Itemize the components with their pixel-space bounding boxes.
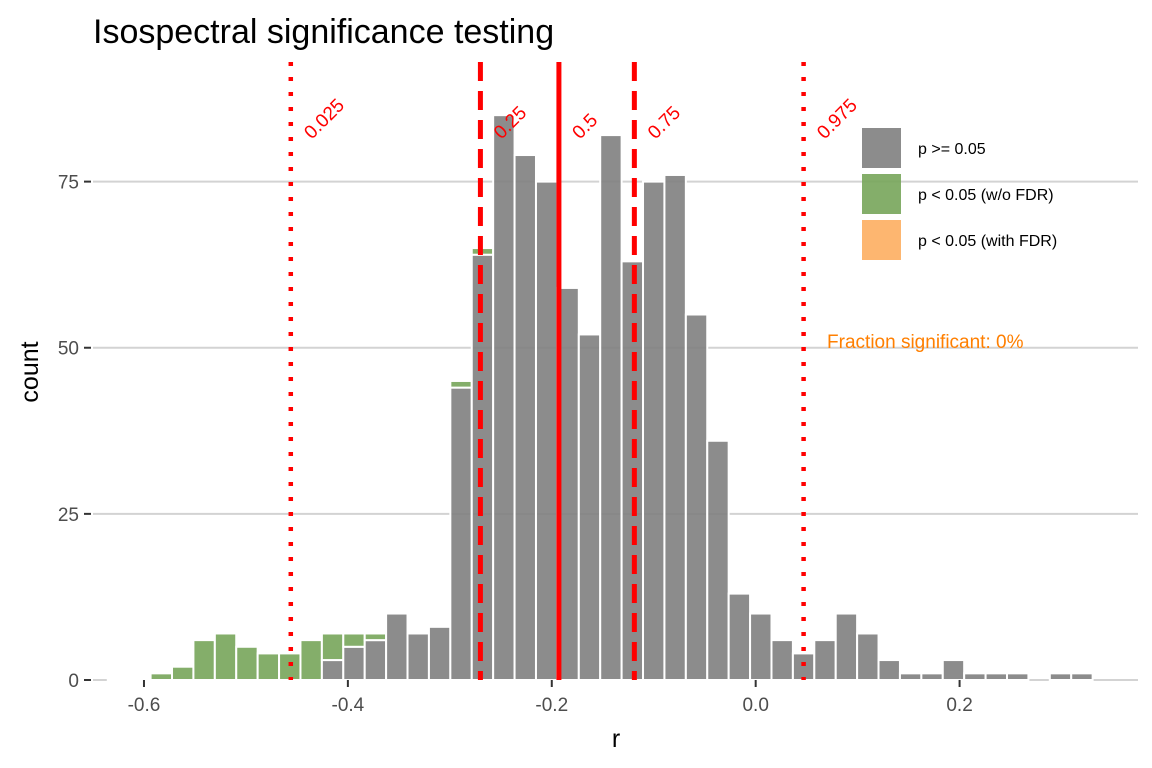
x-tick-label: -0.2 xyxy=(535,695,568,716)
histogram-bar xyxy=(770,639,794,681)
histogram-bar xyxy=(513,154,537,681)
histogram-bar xyxy=(492,114,516,681)
histogram-bar xyxy=(406,632,430,682)
histogram-bar xyxy=(449,386,473,681)
legend-key xyxy=(862,174,901,214)
legend-label: p < 0.05 (with FDR) xyxy=(918,233,1057,250)
histogram-bar xyxy=(898,672,923,682)
histogram-bar xyxy=(727,592,752,682)
legend: p >= 0.05 p < 0.05 (w/o FDR) p < 0.05 (wit… xyxy=(862,128,1057,260)
quantile-label: 0.975 xyxy=(813,95,861,143)
legend-label: p < 0.05 (w/o FDR) xyxy=(918,187,1054,204)
x-tick-label: 0.2 xyxy=(946,695,972,716)
histogram-bar xyxy=(235,645,259,681)
x-tick-label: -0.4 xyxy=(332,695,365,716)
histogram-bar xyxy=(663,173,687,681)
histogram-bar xyxy=(256,652,281,682)
axes: 0 25 50 75 -0.6 -0.4 -0.2 0.0 0.2 xyxy=(58,173,973,716)
histogram-bar xyxy=(684,313,709,681)
histogram-bar xyxy=(877,659,901,681)
histogram-bar xyxy=(599,134,623,681)
x-tick-label: -0.6 xyxy=(128,695,161,716)
x-tick-label: 0.0 xyxy=(742,695,768,716)
histogram-bar xyxy=(320,659,345,681)
histogram-bar xyxy=(941,659,966,681)
histogram-bar xyxy=(642,180,666,681)
histogram-bar xyxy=(577,333,602,681)
quantile-label: 0.75 xyxy=(644,103,685,144)
legend-label: p >= 0.05 xyxy=(918,141,986,158)
chart-title: Isospectral significance testing xyxy=(93,13,554,51)
histogram-bar xyxy=(106,677,131,681)
histogram-bar xyxy=(791,652,816,682)
y-tick-label: 75 xyxy=(58,173,79,194)
histogram-bar xyxy=(213,632,238,682)
histogram-bar xyxy=(278,652,302,682)
histogram-bar xyxy=(342,645,366,681)
histogram-bar xyxy=(128,677,152,681)
histogram-bar xyxy=(149,672,174,682)
y-tick-label: 0 xyxy=(68,671,79,692)
histogram-bar xyxy=(171,665,195,681)
histogram-bar xyxy=(984,672,1008,682)
legend-key xyxy=(862,220,901,260)
histogram-bar xyxy=(856,632,880,682)
histogram-bar xyxy=(1048,672,1073,682)
histogram-bar xyxy=(749,612,773,682)
histogram-bar xyxy=(299,639,323,681)
histogram-bar xyxy=(1070,672,1094,682)
histogram-bar xyxy=(813,639,837,681)
y-tick-label: 25 xyxy=(58,505,79,526)
y-tick-label: 50 xyxy=(58,339,79,360)
histogram-bar xyxy=(920,672,944,682)
histogram-bar xyxy=(963,672,987,682)
histogram-bar xyxy=(192,639,216,681)
x-axis-title: r xyxy=(612,725,620,753)
histogram-bar xyxy=(427,625,452,681)
quantile-label: 0.025 xyxy=(300,95,348,143)
quantile-label: 0.5 xyxy=(569,110,603,144)
histogram-bar xyxy=(342,632,366,648)
histogram-bar xyxy=(449,379,473,389)
y-axis-title: count xyxy=(16,341,44,402)
histogram-bar xyxy=(1005,672,1030,682)
legend-key xyxy=(862,128,901,168)
histogram-bar xyxy=(320,632,345,662)
histogram-bar xyxy=(363,639,388,681)
histogram-bar xyxy=(834,612,859,682)
histogram-bar xyxy=(706,439,730,681)
fraction-significant-annotation: Fraction significant: 0% xyxy=(827,332,1024,353)
histogram-bar xyxy=(534,180,559,681)
histogram-bar xyxy=(363,632,388,642)
histogram-bar xyxy=(385,612,409,682)
histogram-bars xyxy=(106,114,1094,682)
